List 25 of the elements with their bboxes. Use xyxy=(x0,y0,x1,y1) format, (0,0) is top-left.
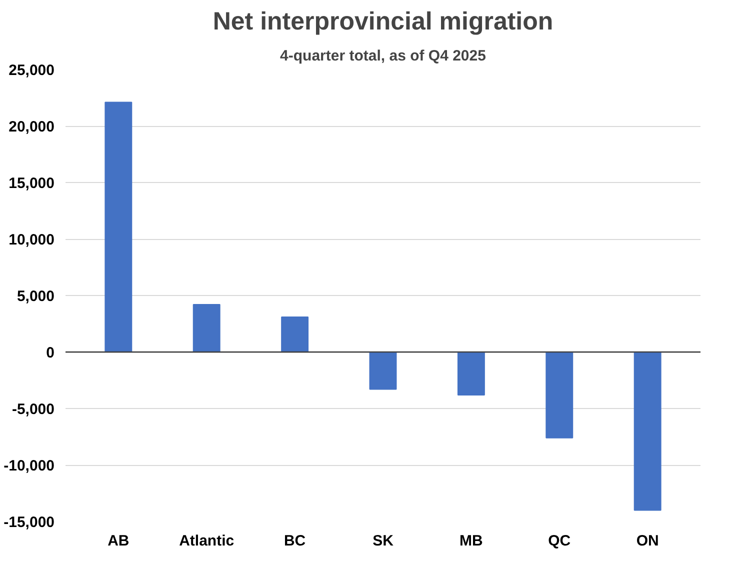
y-tick-label: 15,000 xyxy=(8,175,55,192)
bar xyxy=(192,304,220,352)
x-tick-label: QC xyxy=(548,532,571,550)
x-tick-label: Atlantic xyxy=(179,532,234,550)
bar xyxy=(546,352,574,438)
x-tick-label: BC xyxy=(284,532,306,550)
y-tick-label: -10,000 xyxy=(4,458,54,474)
x-tick-label: SK xyxy=(372,532,394,550)
chart-title: Net interprovincial migration xyxy=(212,8,554,36)
y-tick-label: -15,000 xyxy=(4,514,54,531)
x-tick-label: AB xyxy=(108,532,130,550)
bar xyxy=(634,352,662,511)
bar xyxy=(104,102,132,352)
y-tick-label: 5,000 xyxy=(16,288,55,305)
bar xyxy=(369,352,397,390)
bar xyxy=(281,316,309,352)
y-tick-label: 0 xyxy=(46,344,54,362)
y-tick-label: 20,000 xyxy=(8,118,55,136)
x-tick-label: MB xyxy=(460,532,484,550)
x-tick-label: ON xyxy=(636,532,659,550)
bar xyxy=(457,352,485,396)
chart-subtitle: 4-quarter total, as of Q4 2025 xyxy=(280,48,486,64)
y-tick-label: 10,000 xyxy=(8,232,55,248)
y-tick-label: 25,000 xyxy=(8,62,55,79)
y-tick-label: -5,000 xyxy=(12,401,55,418)
